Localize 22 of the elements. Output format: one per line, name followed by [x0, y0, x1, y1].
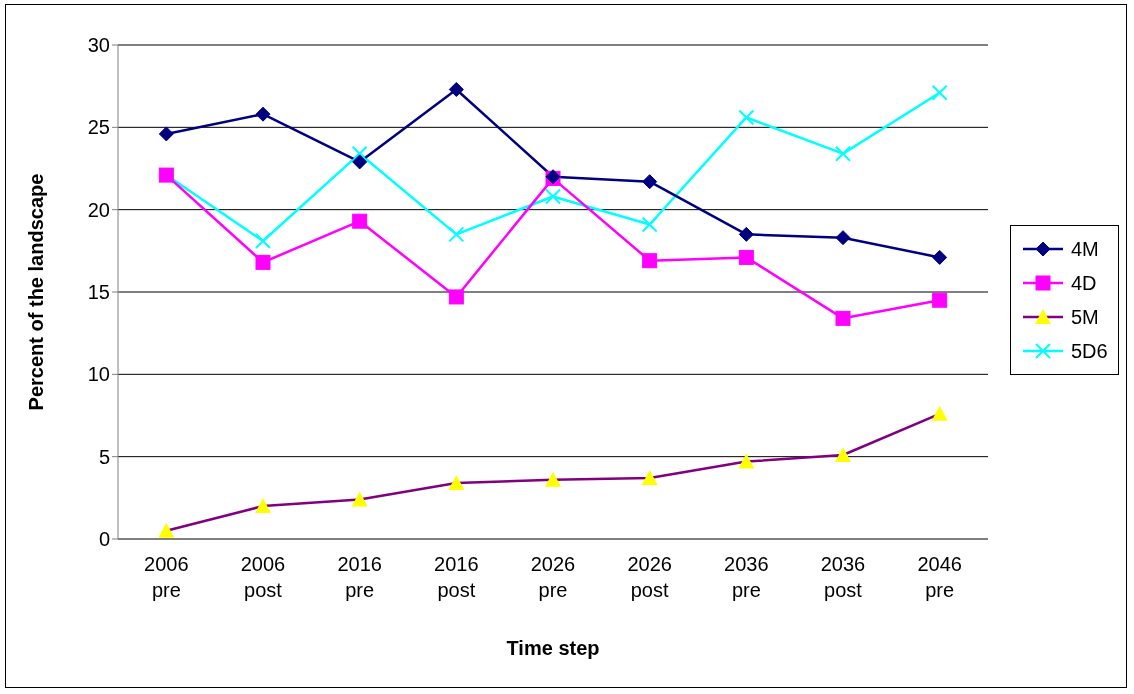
x-tick-label: 2026 pre [530, 553, 576, 601]
legend-label: 5M [1071, 305, 1099, 329]
y-tick-label: 5 [98, 445, 110, 468]
y-tick-label: 15 [87, 281, 110, 304]
legend-label: 5D6 [1071, 339, 1108, 363]
x-tick-label: 2026 post [627, 553, 672, 601]
y-axis-title: Percent of the landscape [25, 173, 48, 411]
y-tick-label: 20 [87, 198, 110, 221]
y-tick-label: 25 [87, 116, 110, 139]
x-tick-label: 2006 post [240, 553, 286, 601]
legend-label: 4M [1071, 237, 1099, 261]
x-axis-title: Time step [506, 637, 600, 659]
y-tick-label: 10 [87, 363, 110, 386]
x-tick-label: 2036 post [820, 553, 866, 601]
x-tick-label: 2046 pre [917, 553, 962, 601]
x-tick-label: 2036 pre [724, 553, 769, 601]
y-tick-label: 30 [87, 34, 110, 57]
x-tick-label: 2016 post [434, 553, 479, 601]
y-tick-label: 0 [98, 528, 110, 551]
x-tick-label: 2016 pre [337, 553, 382, 601]
x-tick-label: 2006 pre [144, 553, 189, 601]
legend-label: 4D [1071, 271, 1097, 295]
